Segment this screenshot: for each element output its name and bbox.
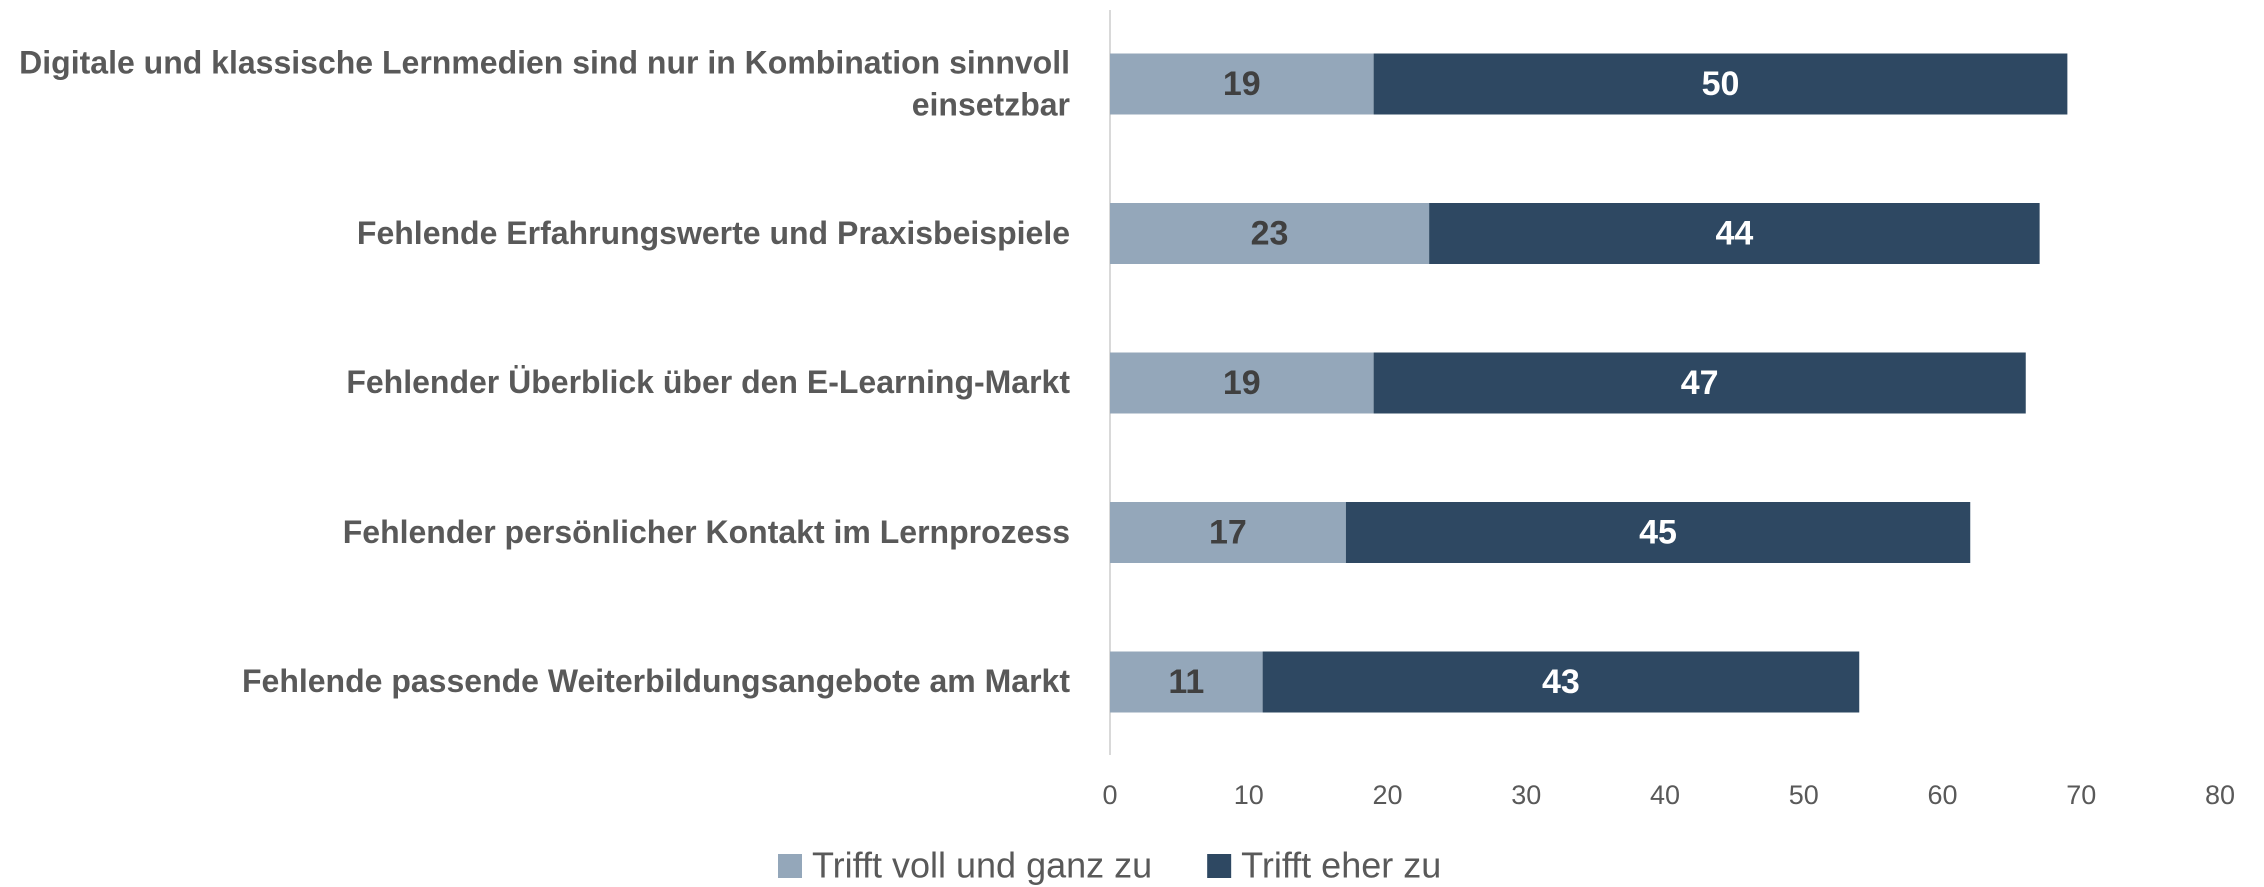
data-label: 45 <box>1639 513 1677 551</box>
bar <box>1110 502 1346 563</box>
category-label: Fehlender Überblick über den E-Learning-… <box>346 364 1070 401</box>
category-label: Digitale und klassische Lernmedien sind … <box>19 44 1070 122</box>
category-label: Fehlende passende Weiterbildungsangebote… <box>241 663 1070 700</box>
data-label: 50 <box>1702 65 1740 103</box>
data-label: 19 <box>1223 65 1261 103</box>
data-label: 47 <box>1681 364 1719 402</box>
legend-label: Trifft voll und ganz zu <box>812 845 1152 886</box>
data-label: 23 <box>1251 214 1289 252</box>
legend-label: Trifft eher zu <box>1241 845 1441 886</box>
data-label: 44 <box>1715 214 1753 252</box>
data-label: 11 <box>1168 663 1204 701</box>
category-label: Fehlende Erfahrungswerte und Praxisbeisp… <box>356 214 1070 251</box>
x-tick-label: 20 <box>1372 780 1402 810</box>
bar <box>1110 203 1430 264</box>
data-label: 19 <box>1223 364 1261 402</box>
x-tick-label: 80 <box>2205 780 2235 810</box>
data-label: 17 <box>1209 513 1247 551</box>
x-tick-label: 60 <box>1927 780 1957 810</box>
x-tick-label: 70 <box>2066 780 2096 810</box>
bar <box>1262 651 1860 713</box>
bar <box>1110 53 1374 115</box>
x-tick-label: 50 <box>1789 780 1819 810</box>
legend-swatch <box>778 854 802 878</box>
bar <box>1110 651 1263 713</box>
x-tick-label: 30 <box>1511 780 1541 810</box>
bar <box>1345 502 1971 563</box>
bar <box>1429 203 2040 264</box>
bar <box>1373 53 2068 115</box>
legend-swatch <box>1207 854 1232 878</box>
bar <box>1373 352 2026 414</box>
bar <box>1110 352 1374 414</box>
x-tick-label: 0 <box>1102 780 1117 810</box>
category-label: Fehlender persönlicher Kontakt im Lernpr… <box>342 513 1070 550</box>
x-tick-label: 40 <box>1650 780 1680 810</box>
x-tick-label: 10 <box>1234 780 1264 810</box>
data-label: 43 <box>1542 663 1580 701</box>
